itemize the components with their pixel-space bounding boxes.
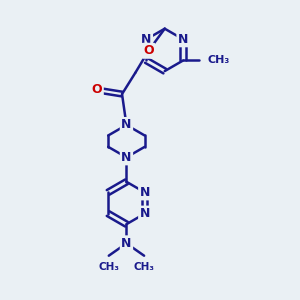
Text: N: N [178, 33, 188, 46]
Text: O: O [92, 83, 102, 96]
Text: N: N [121, 118, 132, 131]
Text: N: N [121, 151, 132, 164]
Text: CH₃: CH₃ [134, 262, 154, 272]
Text: CH₃: CH₃ [98, 262, 119, 272]
Text: N: N [141, 33, 152, 46]
Text: N: N [140, 186, 150, 199]
Text: N: N [121, 237, 132, 250]
Text: O: O [143, 44, 154, 57]
Text: CH₃: CH₃ [208, 56, 230, 65]
Text: N: N [140, 207, 150, 220]
